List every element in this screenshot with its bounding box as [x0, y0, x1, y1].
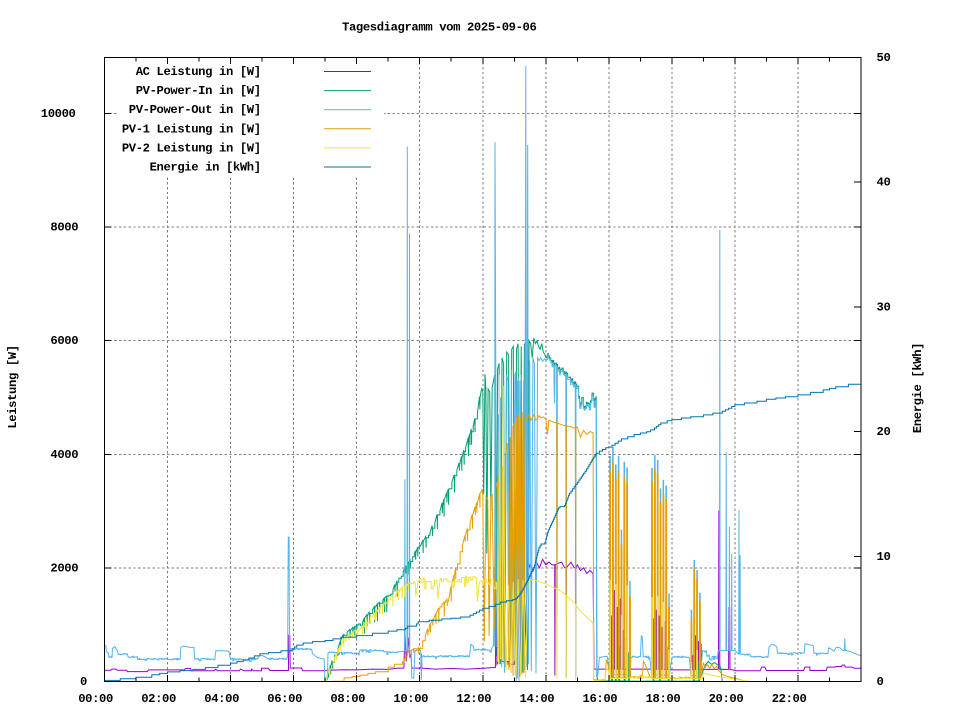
svg-text:Leistung [W]: Leistung [W] — [6, 345, 20, 428]
svg-text:04:00: 04:00 — [204, 692, 239, 706]
svg-text:30: 30 — [877, 301, 891, 315]
svg-text:0: 0 — [80, 675, 87, 689]
svg-text:10: 10 — [877, 550, 891, 564]
svg-text:4000: 4000 — [50, 448, 78, 462]
svg-text:PV-1 Leistung in [W]: PV-1 Leistung in [W] — [122, 122, 261, 136]
svg-text:22:00: 22:00 — [772, 692, 807, 706]
svg-text:0: 0 — [877, 675, 884, 689]
svg-text:Energie in [kWh]: Energie in [kWh] — [150, 161, 261, 175]
svg-text:14:00: 14:00 — [520, 692, 555, 706]
svg-text:PV-Power-In in [W]: PV-Power-In in [W] — [136, 84, 261, 98]
svg-text:10:00: 10:00 — [393, 692, 428, 706]
svg-text:50: 50 — [877, 51, 891, 65]
svg-text:PV-Power-Out in [W]: PV-Power-Out in [W] — [129, 103, 261, 117]
svg-text:AC Leistung in [W]: AC Leistung in [W] — [136, 65, 261, 79]
svg-text:20: 20 — [877, 425, 891, 439]
svg-text:Tagesdiagramm vom 2025-09-06: Tagesdiagramm vom 2025-09-06 — [342, 21, 536, 35]
svg-text:16:00: 16:00 — [583, 692, 618, 706]
svg-text:PV-2 Leistung in [W]: PV-2 Leistung in [W] — [122, 141, 261, 155]
svg-text:06:00: 06:00 — [267, 692, 302, 706]
svg-text:02:00: 02:00 — [141, 692, 176, 706]
svg-text:08:00: 08:00 — [330, 692, 365, 706]
svg-text:00:00: 00:00 — [78, 692, 113, 706]
svg-text:Energie [kWh]: Energie [kWh] — [911, 343, 925, 433]
svg-text:40: 40 — [877, 176, 891, 190]
svg-text:12:00: 12:00 — [456, 692, 491, 706]
svg-text:2000: 2000 — [50, 561, 78, 575]
svg-text:20:00: 20:00 — [709, 692, 744, 706]
svg-text:8000: 8000 — [50, 221, 78, 235]
svg-text:6000: 6000 — [50, 334, 78, 348]
svg-text:10000: 10000 — [41, 107, 76, 121]
svg-text:18:00: 18:00 — [646, 692, 681, 706]
